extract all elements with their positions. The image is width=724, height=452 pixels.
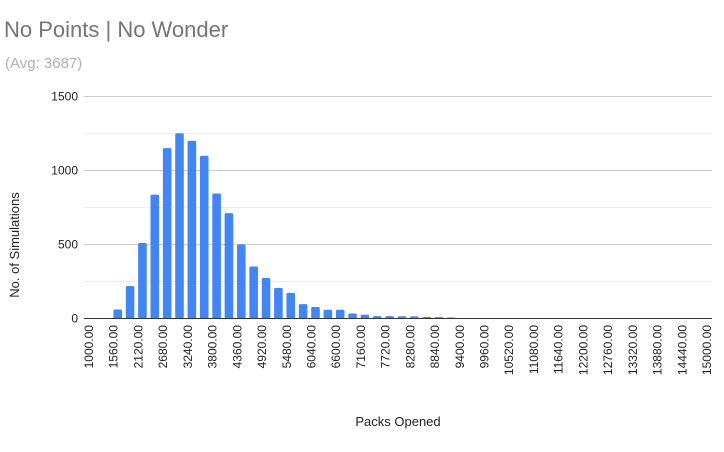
y-tick-label: 0: [71, 312, 78, 326]
bar-4920: [261, 277, 271, 319]
x-tick-label: 8280.00: [403, 325, 417, 369]
x-tick-label: 8840.00: [428, 325, 442, 369]
x-tick-label: 13880.00: [651, 325, 665, 375]
x-axis-title: Packs Opened: [355, 414, 440, 429]
x-tick-label: 7720.00: [379, 325, 393, 369]
x-tick-label: 4360.00: [230, 325, 244, 369]
chart-subtitle: (Avg: 3687): [5, 55, 82, 72]
chart-title: No Points | No Wonder: [4, 17, 228, 42]
bars: [113, 133, 456, 319]
bar-7160: [360, 314, 370, 319]
x-tick-label: 3240.00: [181, 325, 195, 369]
x-tick-label: 14440.00: [675, 325, 689, 375]
bar-8000: [397, 316, 407, 319]
x-tick-label: 6600.00: [329, 325, 343, 369]
y-axis-ticks: 0 500 1000 1500: [51, 90, 78, 326]
x-tick-label: 11640.00: [552, 325, 566, 374]
bar-2680: [162, 148, 172, 319]
x-tick-label: 10520.00: [502, 325, 516, 375]
bar-3240: [187, 140, 197, 319]
x-tick-label: 6040.00: [304, 325, 318, 369]
x-tick-label: 2120.00: [131, 325, 145, 369]
bar-3800: [212, 193, 221, 319]
bar-4080: [224, 213, 234, 319]
x-tick-label: 2680.00: [156, 325, 170, 369]
x-tick-label: 3800.00: [206, 325, 220, 369]
bar-5480: [286, 292, 296, 319]
x-tick-label: 13320.00: [626, 325, 640, 375]
bar-6600: [335, 309, 345, 319]
y-tick-label: 1500: [51, 90, 78, 104]
x-tick-label: 4920.00: [255, 325, 269, 369]
bar-5760: [298, 304, 308, 319]
x-tick-label: 12760.00: [601, 325, 615, 375]
y-tick-label: 1000: [51, 164, 78, 178]
x-tick-label: 11080.00: [527, 325, 541, 374]
bar-8280: [410, 316, 419, 319]
bar-4360: [237, 244, 246, 319]
bar-3520: [199, 155, 209, 319]
bar-4640: [249, 266, 258, 319]
bar-1560: [113, 309, 123, 319]
bar-2120: [138, 243, 147, 319]
x-tick-label: 9960.00: [478, 325, 492, 369]
x-axis-ticks: 1000.00 1560.00 2120.00 2680.00 3240.00 3800.…: [82, 325, 714, 375]
bar-7720: [385, 316, 394, 319]
bar-6040: [311, 306, 320, 319]
x-tick-label: 7160.00: [354, 325, 368, 369]
x-tick-label: 1000.00: [82, 325, 96, 369]
x-tick-label: 1560.00: [107, 325, 121, 369]
x-tick-label: 5480.00: [280, 325, 294, 369]
bar-1840: [125, 285, 135, 319]
x-tick-label: 9400.00: [453, 325, 467, 369]
bar-5200: [274, 287, 283, 319]
bar-2400: [150, 194, 160, 319]
bar-7440: [372, 316, 382, 319]
x-tick-label: 15000.00: [700, 325, 714, 375]
x-tick-label: 12200.00: [576, 325, 590, 375]
bar-6320: [323, 309, 333, 319]
y-axis-title: No. of Simulations: [7, 192, 22, 298]
bar-6880: [348, 313, 357, 319]
y-tick-label: 500: [58, 238, 78, 252]
bar-2960: [175, 133, 184, 319]
